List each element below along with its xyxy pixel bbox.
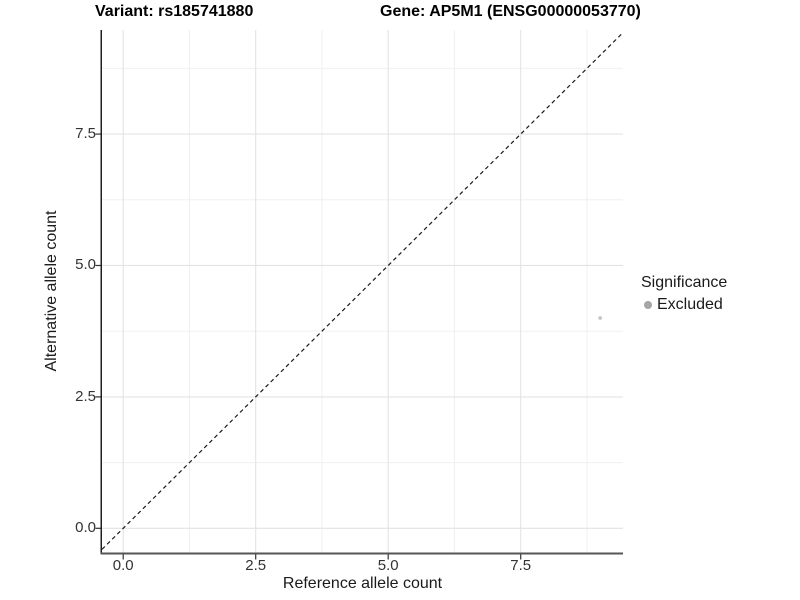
- legend-item-excluded: Excluded: [641, 295, 727, 315]
- x-tick-label: 7.5: [510, 557, 532, 574]
- plot-panel: [95, 30, 624, 560]
- x-tick-label: 2.5: [245, 557, 267, 574]
- legend-key-dot: [644, 301, 652, 309]
- x-axis-title: Reference allele count: [282, 575, 443, 592]
- plot-title-variant: Variant: rs185741880: [95, 3, 254, 20]
- y-tick-label: 7.5: [75, 125, 96, 143]
- y-axis-title: Alternative allele count: [43, 210, 60, 372]
- plot-title-gene: Gene: AP5M1 (ENSG00000053770): [380, 3, 641, 20]
- legend-item-label: Excluded: [657, 296, 723, 313]
- identity-reference-line: [101, 32, 624, 550]
- x-tick-label: 0.0: [112, 557, 134, 574]
- y-tick-label: 5.0: [75, 256, 96, 274]
- y-tick-label: 0.0: [75, 519, 96, 537]
- y-tick-label: 2.5: [75, 387, 96, 405]
- legend-title: Significance: [641, 274, 728, 291]
- legend: Significance Excluded: [641, 273, 727, 315]
- data-point: [598, 316, 603, 320]
- x-tick-label: 5.0: [377, 557, 399, 574]
